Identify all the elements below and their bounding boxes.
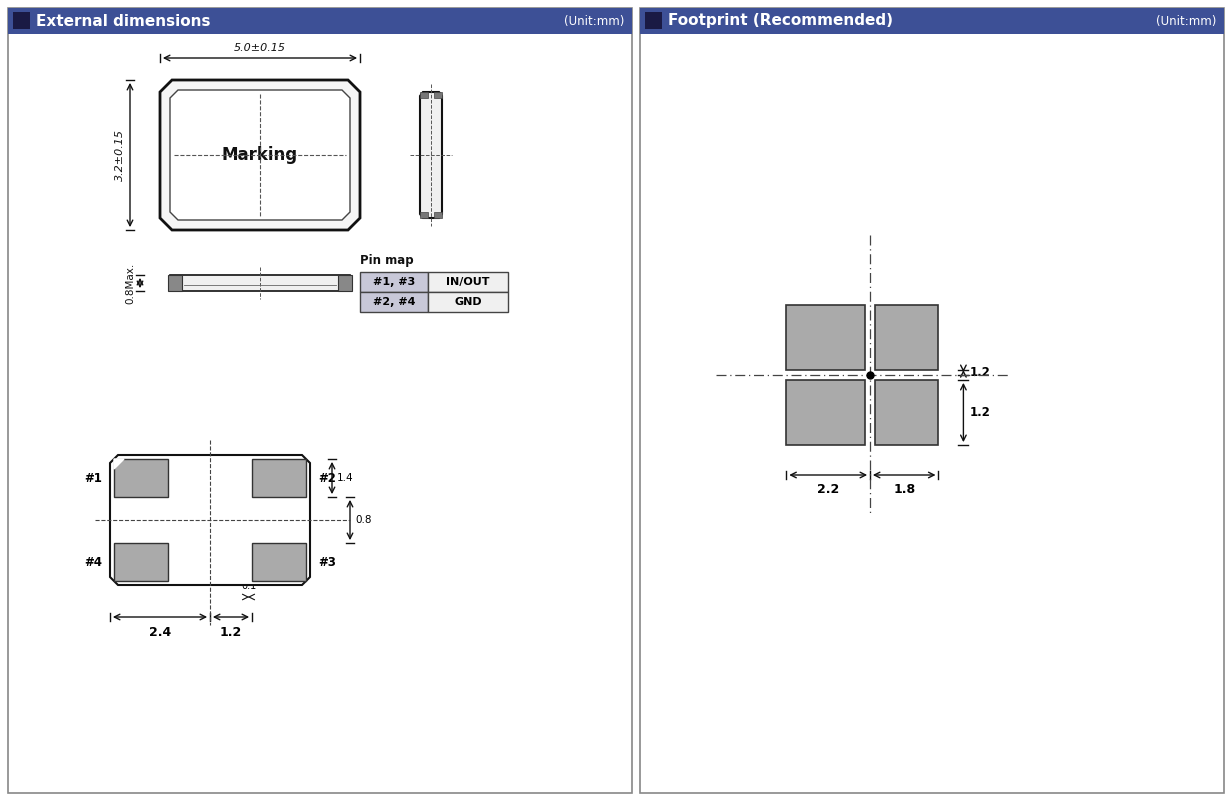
Text: 2.4: 2.4: [149, 626, 171, 639]
Bar: [170, 275, 350, 291]
Text: Pin map: Pin map: [360, 254, 414, 267]
Bar: [7, 8, 632, 34]
Bar: [428, 292, 508, 312]
Bar: [115, 543, 168, 581]
Bar: [428, 272, 508, 292]
Bar: [786, 305, 865, 370]
Text: (Unit:mm): (Unit:mm): [1156, 14, 1216, 27]
Bar: [14, 12, 30, 29]
Bar: [253, 543, 306, 581]
Text: #1: #1: [84, 472, 102, 485]
Text: #1, #3: #1, #3: [373, 277, 415, 287]
Bar: [639, 8, 1225, 793]
Polygon shape: [420, 92, 442, 218]
Polygon shape: [115, 459, 124, 469]
Bar: [253, 459, 306, 497]
Text: #4: #4: [84, 556, 102, 569]
Text: 2.2: 2.2: [817, 483, 839, 496]
Text: 5.0±0.15: 5.0±0.15: [234, 43, 286, 53]
Bar: [360, 292, 428, 312]
Text: External dimensions: External dimensions: [36, 14, 211, 29]
Text: 1.4: 1.4: [338, 473, 354, 483]
Bar: [875, 380, 939, 445]
Polygon shape: [170, 90, 350, 220]
Text: 0.1: 0.1: [241, 581, 256, 591]
Text: 1.2: 1.2: [970, 366, 991, 379]
Bar: [646, 12, 662, 29]
Text: GND: GND: [455, 297, 482, 307]
Text: 0.8Max.: 0.8Max.: [124, 263, 136, 304]
Text: 3.2±0.15: 3.2±0.15: [115, 129, 124, 181]
Text: 1.2: 1.2: [219, 626, 243, 639]
Bar: [7, 8, 632, 793]
Text: #2: #2: [318, 472, 336, 485]
Text: 1.2: 1.2: [970, 406, 991, 419]
Polygon shape: [160, 80, 360, 230]
Bar: [360, 272, 428, 292]
Bar: [115, 459, 168, 497]
Bar: [875, 305, 939, 370]
Bar: [420, 92, 428, 98]
Polygon shape: [110, 455, 310, 585]
Text: C0.3Min.: C0.3Min.: [122, 466, 201, 505]
Text: #3: #3: [318, 556, 336, 569]
Text: (Unit:mm): (Unit:mm): [563, 14, 623, 27]
Text: Marking: Marking: [222, 146, 298, 164]
Text: #2, #4: #2, #4: [373, 297, 415, 307]
Bar: [434, 92, 442, 98]
Bar: [420, 212, 428, 218]
Bar: [434, 212, 442, 218]
Bar: [786, 380, 865, 445]
Text: IN/OUT: IN/OUT: [446, 277, 490, 287]
Text: Footprint (Recommended): Footprint (Recommended): [668, 14, 893, 29]
Bar: [639, 8, 1225, 34]
Text: 1.8: 1.8: [893, 483, 915, 496]
Bar: [168, 275, 182, 291]
Text: 0.8: 0.8: [355, 515, 372, 525]
Bar: [338, 275, 352, 291]
